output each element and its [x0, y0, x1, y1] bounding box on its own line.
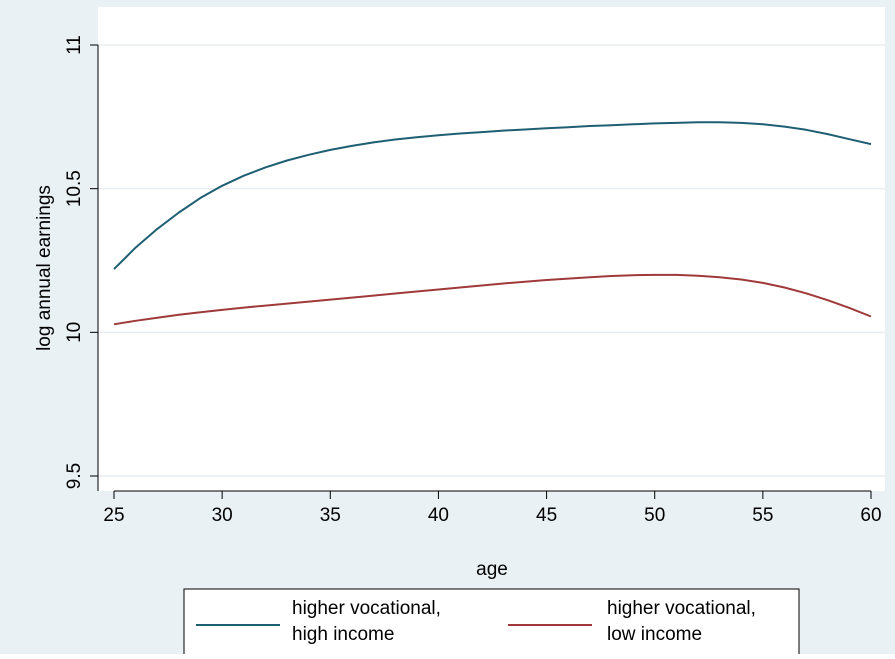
- series-line-0: [113, 121, 872, 270]
- x-tick-label-2: 35: [320, 505, 341, 526]
- series-line-1: [113, 273, 872, 326]
- plot-area: [98, 7, 885, 491]
- grid-layer: [98, 44, 885, 477]
- y-ticks: 9.5 10 10.5 11: [64, 35, 98, 489]
- y-tick-label-0: 9.5: [64, 463, 85, 489]
- legend-label-low-income-line1: higher vocational,: [607, 598, 756, 619]
- x-tick-label-3: 40: [428, 505, 449, 526]
- y-tick-label-1: 10: [64, 322, 85, 343]
- legend-label-high-income-line1: higher vocational,: [292, 598, 441, 619]
- x-tick-label-7: 60: [860, 505, 881, 526]
- y-tick-label-3: 11: [64, 35, 85, 55]
- x-tick-label-1: 30: [212, 505, 233, 526]
- legend-label-low-income-line2: low income: [607, 624, 702, 645]
- y-axis-label: log annual earnings: [34, 185, 55, 351]
- x-tick-label-4: 45: [536, 505, 557, 526]
- series-layer: [113, 121, 872, 326]
- x-tick-label-6: 55: [752, 505, 773, 526]
- x-ticks: 25 30 35 40 45 50 55 60: [103, 491, 882, 526]
- legend-label-high-income-line2: high income: [292, 624, 394, 645]
- legend-box: [183, 588, 800, 657]
- x-axis-label: age: [476, 559, 508, 580]
- x-tick-label-0: 25: [103, 505, 124, 526]
- y-tick-label-2: 10.5: [64, 170, 85, 207]
- x-tick-label-5: 50: [644, 505, 665, 526]
- legend: higher vocational, high income higher vo…: [183, 588, 800, 657]
